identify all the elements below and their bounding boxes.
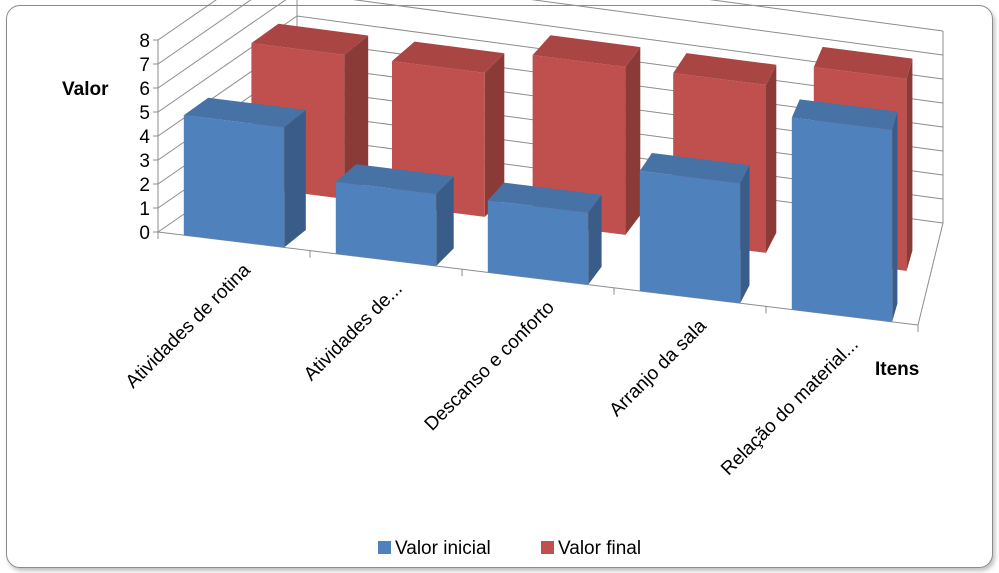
bar-top-face (335, 164, 454, 194)
bar-valor-inicial (183, 97, 306, 248)
x-axis-title: Itens (875, 359, 919, 380)
bar-side-face (906, 58, 913, 271)
legend-label-valor-inicial: Valor inicial (395, 538, 491, 559)
series-valor-inicial-bars (183, 97, 898, 322)
legend-swatch-valor-inicial (378, 541, 391, 554)
bar-side-face (740, 165, 750, 304)
legend: Valor inicial Valor final (378, 538, 641, 559)
bar-valor-inicial (487, 182, 602, 285)
bar-front-face (639, 171, 741, 304)
y-tick-label: 0 (139, 223, 150, 244)
y-tick-label: 1 (139, 199, 150, 220)
y-tick-labels: 0 1 2 3 4 5 6 7 8 (139, 31, 150, 244)
floor-right-edge (917, 222, 944, 326)
bar-valor-inicial (639, 153, 750, 304)
legend-swatch-valor-final (541, 541, 554, 554)
bar-valor-inicial (791, 99, 898, 322)
y-tick-label: 7 (139, 55, 150, 76)
bar-top-face (392, 41, 505, 73)
x-category-label: Relação do material... (717, 334, 863, 480)
bar-valor-inicial (335, 164, 454, 266)
y-tick-label: 8 (139, 31, 150, 52)
bar-side-face (625, 47, 641, 235)
bar-side-face (766, 64, 777, 253)
bar-top-face (251, 23, 369, 55)
bar-front-face (791, 117, 893, 322)
legend-label-valor-final: Valor final (558, 538, 641, 559)
bar-side-face (284, 110, 306, 248)
bar-top-face (639, 153, 750, 184)
y-tick-label: 3 (139, 151, 150, 172)
bar-front-face (487, 200, 589, 285)
y-axis-title: Valor (62, 79, 109, 100)
gridline-8 (157, 0, 944, 41)
x-category-labels: Atividades de rotina Atividades de... Desc… (122, 260, 863, 480)
y-tick-label: 5 (139, 103, 150, 124)
y-tick-label: 2 (139, 175, 150, 196)
bar-top-face (532, 35, 641, 67)
gridline-7 (157, 0, 944, 65)
bar-front-face (183, 115, 285, 248)
bar-side-face (344, 35, 369, 199)
bar-top-face (183, 97, 306, 128)
bar-top-face (791, 99, 898, 130)
bar-side-face (588, 194, 602, 285)
bar-top-face (487, 182, 602, 213)
x-category-label: Atividades de rotina (122, 260, 255, 393)
gridline-6 (157, 0, 944, 89)
bar-top-face (813, 46, 913, 79)
bar-front-face (335, 181, 437, 266)
bar-side-face (892, 111, 898, 322)
x-category-label: Arranjo da sala (606, 315, 712, 421)
bar-side-face (484, 53, 505, 217)
bar-top-face (673, 53, 777, 85)
y-tick-label: 6 (139, 79, 150, 100)
x-category-label: Descanso e conforto (421, 297, 559, 435)
x-category-label: Atividades de... (300, 278, 407, 385)
bar-side-face (436, 176, 454, 266)
y-tick-label: 4 (139, 127, 150, 148)
